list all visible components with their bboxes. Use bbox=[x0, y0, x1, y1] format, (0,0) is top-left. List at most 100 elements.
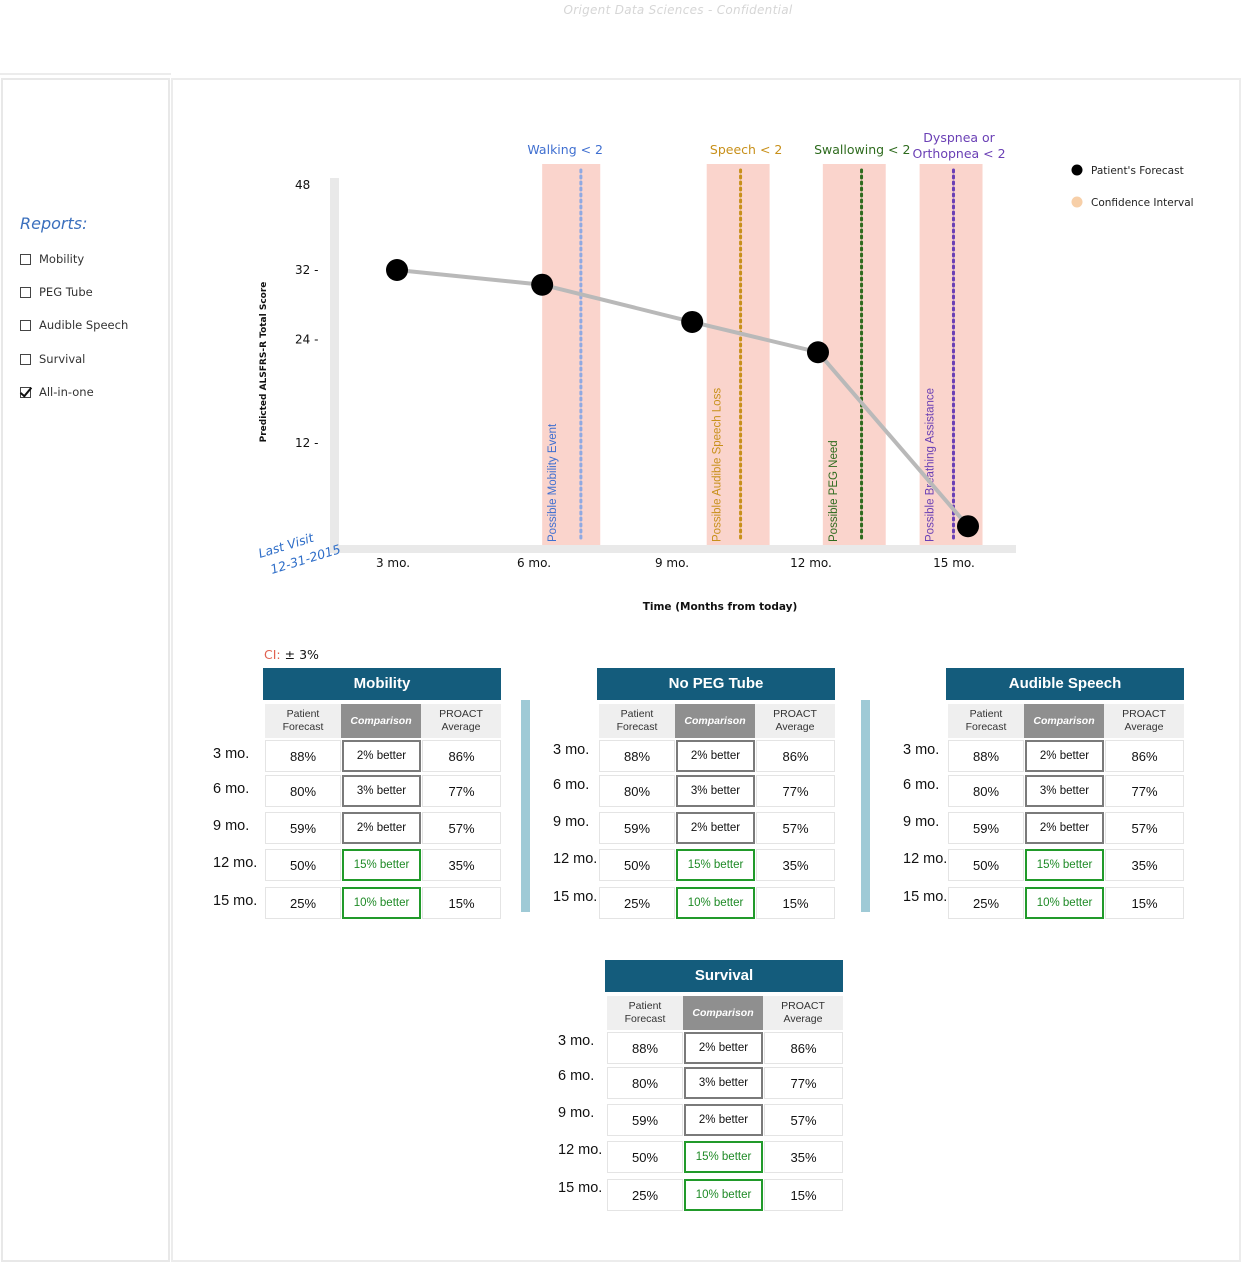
confidence-band bbox=[542, 164, 601, 545]
y-tick-label: 48 bbox=[295, 178, 310, 192]
row-label-3mo: 3 mo. bbox=[553, 742, 590, 758]
patient-forecast-cell: 80% bbox=[599, 775, 675, 807]
proact-average-cell: 57% bbox=[422, 812, 501, 844]
comparison-cell: 2% better bbox=[342, 812, 421, 844]
row-label-6mo: 6 mo. bbox=[213, 781, 250, 797]
row-label-3mo: 3 mo. bbox=[558, 1033, 595, 1049]
row-label-9mo: 9 mo. bbox=[213, 818, 250, 834]
comparison-cell: 2% better bbox=[342, 740, 421, 772]
col-head-proact-average: PROACT Average bbox=[1104, 704, 1184, 738]
y-axis bbox=[330, 178, 339, 553]
proact-average-cell: 35% bbox=[756, 849, 835, 881]
checkbox-peg-tube[interactable] bbox=[20, 286, 31, 298]
row-label-12mo: 12 mo. bbox=[903, 851, 948, 867]
report-option-mobility[interactable]: Mobility bbox=[20, 251, 84, 267]
proact-average-cell: 86% bbox=[422, 740, 501, 772]
table-title-no-peg-tube: No PEG Tube bbox=[597, 668, 835, 700]
event-label: Possible Mobility Event bbox=[547, 423, 559, 542]
report-option-survival[interactable]: Survival bbox=[20, 351, 85, 367]
x-tick-label: 3 mo. bbox=[376, 556, 410, 570]
proact-average-cell: 86% bbox=[756, 740, 835, 772]
row-label-12mo: 12 mo. bbox=[558, 1142, 603, 1158]
proact-average-cell: 15% bbox=[422, 887, 501, 919]
col-head-comparison: Comparison bbox=[341, 704, 421, 738]
comparison-cell: 10% better bbox=[676, 887, 755, 919]
patient-forecast-cell: 59% bbox=[265, 812, 341, 844]
legend-marker-forecast bbox=[1071, 164, 1083, 176]
checkbox-survival[interactable] bbox=[20, 353, 31, 365]
table-separator bbox=[521, 700, 530, 912]
checkbox-all-in-one[interactable] bbox=[20, 386, 31, 398]
col-head-patient-forecast: Patient Forecast bbox=[948, 704, 1024, 738]
row-label-6mo: 6 mo. bbox=[553, 777, 590, 793]
proact-average-cell: 86% bbox=[764, 1032, 843, 1064]
legend-marker-confidence bbox=[1071, 196, 1083, 208]
comparison-cell: 3% better bbox=[684, 1067, 763, 1099]
report-option-all-in-one[interactable]: All-in-one bbox=[20, 384, 94, 400]
proact-average-cell: 77% bbox=[756, 775, 835, 807]
comparison-cell: 15% better bbox=[676, 849, 755, 881]
proact-average-cell: 15% bbox=[1105, 887, 1184, 919]
checkbox-audible-speech[interactable] bbox=[20, 319, 31, 331]
sidebar-top-divider bbox=[0, 73, 171, 75]
confidence-interval-label: CI: ± 3% bbox=[264, 647, 319, 662]
patient-forecast-cell: 50% bbox=[265, 849, 341, 881]
event-threshold-label: Orthopnea < 2 bbox=[913, 146, 1006, 161]
col-head-patient-forecast: Patient Forecast bbox=[265, 704, 341, 738]
col-head-comparison: Comparison bbox=[675, 704, 755, 738]
comparison-cell: 2% better bbox=[676, 812, 755, 844]
row-label-15mo: 15 mo. bbox=[903, 889, 948, 905]
x-tick-label: 9 mo. bbox=[655, 556, 689, 570]
col-head-comparison: Comparison bbox=[1024, 704, 1104, 738]
comparison-cell: 2% better bbox=[1025, 740, 1104, 772]
y-tick-label: 12 - bbox=[295, 436, 318, 450]
report-option-label: Audible Speech bbox=[39, 318, 129, 332]
comparison-cell: 2% better bbox=[676, 740, 755, 772]
patient-forecast-cell: 50% bbox=[948, 849, 1024, 881]
event-threshold-label: Speech < 2 bbox=[710, 142, 782, 157]
patient-forecast-cell: 50% bbox=[599, 849, 675, 881]
report-option-audible-speech[interactable]: Audible Speech bbox=[20, 317, 128, 333]
col-head-proact-average: PROACT Average bbox=[755, 704, 835, 738]
patient-forecast-cell: 88% bbox=[607, 1032, 683, 1064]
patient-forecast-cell: 25% bbox=[607, 1179, 683, 1211]
legend-label: Patient's Forecast bbox=[1091, 165, 1184, 177]
row-label-9mo: 9 mo. bbox=[558, 1105, 595, 1121]
event-threshold-label: Swallowing < 2 bbox=[814, 142, 910, 157]
patient-forecast-cell: 50% bbox=[607, 1141, 683, 1173]
checkbox-mobility[interactable] bbox=[20, 253, 31, 265]
proact-average-cell: 77% bbox=[1105, 775, 1184, 807]
confidential-banner: Origent Data Sciences - Confidential bbox=[563, 3, 793, 17]
x-axis-title: Time (Months from today) bbox=[643, 601, 798, 613]
report-option-peg-tube[interactable]: PEG Tube bbox=[20, 284, 93, 300]
comparison-cell: 3% better bbox=[676, 775, 755, 807]
y-tick-label: 32 - bbox=[295, 263, 318, 277]
event-label: Possible Audible Speech Loss bbox=[712, 388, 724, 542]
y-tick-label: 24 - bbox=[295, 332, 318, 346]
patient-forecast-cell: 80% bbox=[607, 1067, 683, 1099]
patient-forecast-cell: 59% bbox=[607, 1104, 683, 1136]
patient-forecast-cell: 25% bbox=[265, 887, 341, 919]
row-label-15mo: 15 mo. bbox=[553, 889, 598, 905]
forecast-chart: Walking < 2 Possible Mobility Event Speech… bbox=[256, 130, 1194, 613]
patient-forecast-cell: 80% bbox=[948, 775, 1024, 807]
row-label-3mo: 3 mo. bbox=[213, 746, 250, 762]
proact-average-cell: 35% bbox=[1105, 849, 1184, 881]
proact-average-cell: 77% bbox=[422, 775, 501, 807]
proact-average-cell: 77% bbox=[764, 1067, 843, 1099]
patient-forecast-cell: 88% bbox=[265, 740, 341, 772]
forecast-point bbox=[681, 310, 704, 333]
x-tick-label: 6 mo. bbox=[517, 556, 551, 570]
legend-label: Confidence Interval bbox=[1091, 197, 1194, 209]
proact-average-cell: 15% bbox=[764, 1179, 843, 1211]
comparison-cell: 2% better bbox=[1025, 812, 1104, 844]
forecast-point bbox=[957, 515, 979, 538]
event-label: Possible PEG Need bbox=[828, 440, 840, 542]
comparison-cell: 15% better bbox=[342, 849, 421, 881]
report-option-label: Mobility bbox=[39, 252, 85, 266]
confidence-band bbox=[706, 164, 770, 545]
event-threshold-label: Dyspnea or bbox=[923, 130, 995, 145]
comparison-cell: 10% better bbox=[1025, 887, 1104, 919]
proact-average-cell: 15% bbox=[756, 887, 835, 919]
row-label-12mo: 12 mo. bbox=[213, 855, 258, 871]
